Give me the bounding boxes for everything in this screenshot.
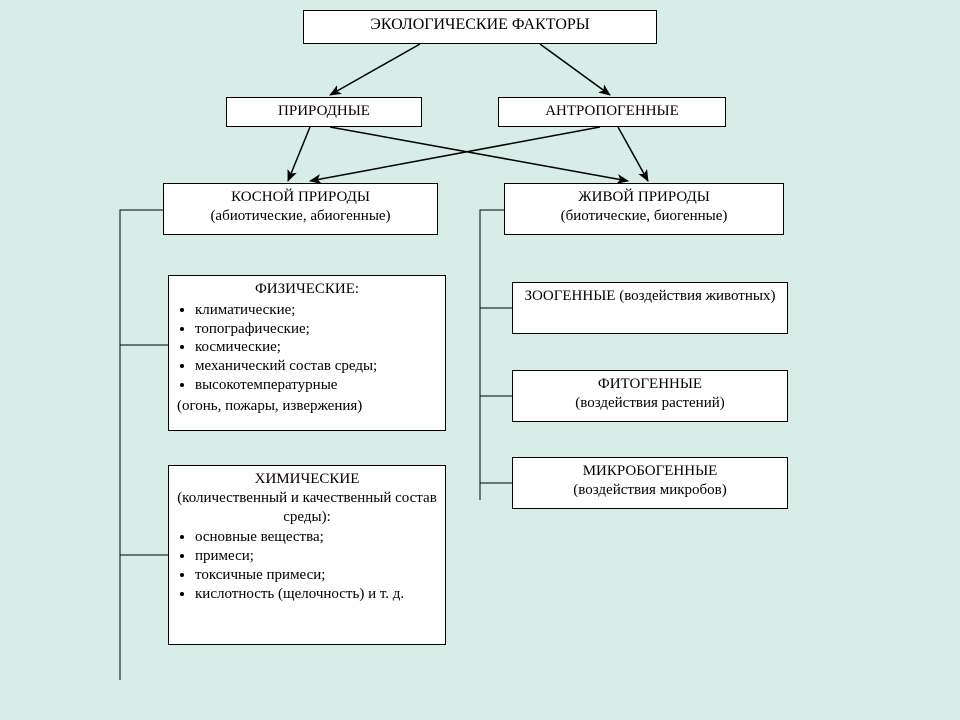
node-phyto: ФИТОГЕННЫЕ(воздействия растений) [512,370,788,422]
node-natural: ПРИРОДНЫЕ [226,97,422,127]
node-title: ФИТОГЕННЫЕ [521,375,779,394]
node-anthro: АНТРОПОГЕННЫЕ [498,97,726,127]
node-abiotic: КОСНОЙ ПРИРОДЫ(абиотические, абиогенные) [163,183,438,235]
node-physical: ФИЗИЧЕСКИЕ: климатические;топографические… [168,275,446,431]
node-bullets: климатические;топографические;космически… [195,301,437,395]
bullet-item: топографические; [195,320,437,339]
bullet-item: механический состав среды; [195,357,437,376]
node-title: КОСНОЙ ПРИРОДЫ [172,188,429,207]
node-title: ЗООГЕННЫЕ (воздействия животных) [521,287,779,306]
bullet-item: климатические; [195,301,437,320]
node-subtitle: (воздействия растений) [521,394,779,413]
node-title: МИКРОБОГЕННЫЕ [521,462,779,481]
bullet-item: токсичные примеси; [195,566,437,585]
bullet-item: кислотность (щелочность) и т. д. [195,585,437,604]
node-title: ХИМИЧЕСКИЕ [177,470,437,489]
node-footer: (огонь, пожары, извержения) [177,397,437,416]
node-biotic: ЖИВОЙ ПРИРОДЫ(биотические, биогенные) [504,183,784,235]
node-zoo: ЗООГЕННЫЕ (воздействия животных) [512,282,788,334]
bullet-item: космические; [195,338,437,357]
connectors-layer [0,0,960,720]
diagram-canvas: ЭКОЛОГИЧЕСКИЕ ФАКТОРЫ ПРИРОДНЫЕ АНТРОПОГЕН… [0,0,960,720]
bullet-item: основные вещества; [195,528,437,547]
node-text: АНТРОПОГЕННЫЕ [507,102,717,121]
node-bullets: основные вещества;примеси;токсичные прим… [195,528,437,603]
node-subtitle: (биотические, биогенные) [513,207,775,226]
node-title: ЖИВОЙ ПРИРОДЫ [513,188,775,207]
node-subtitle: (абиотические, абиогенные) [172,207,429,226]
node-text: ЭКОЛОГИЧЕСКИЕ ФАКТОРЫ [312,15,648,35]
node-micro: МИКРОБОГЕННЫЕ(воздействия микробов) [512,457,788,509]
node-title: ФИЗИЧЕСКИЕ: [177,280,437,299]
node-subtitle: (количественный и качественный состав ср… [177,489,437,527]
node-subtitle: (воздействия микробов) [521,481,779,500]
bullet-item: высокотемпературные [195,376,437,395]
bullet-item: примеси; [195,547,437,566]
node-chemical: ХИМИЧЕСКИЕ(количественный и качественный… [168,465,446,645]
node-root: ЭКОЛОГИЧЕСКИЕ ФАКТОРЫ [303,10,657,44]
node-text: ПРИРОДНЫЕ [235,102,413,121]
